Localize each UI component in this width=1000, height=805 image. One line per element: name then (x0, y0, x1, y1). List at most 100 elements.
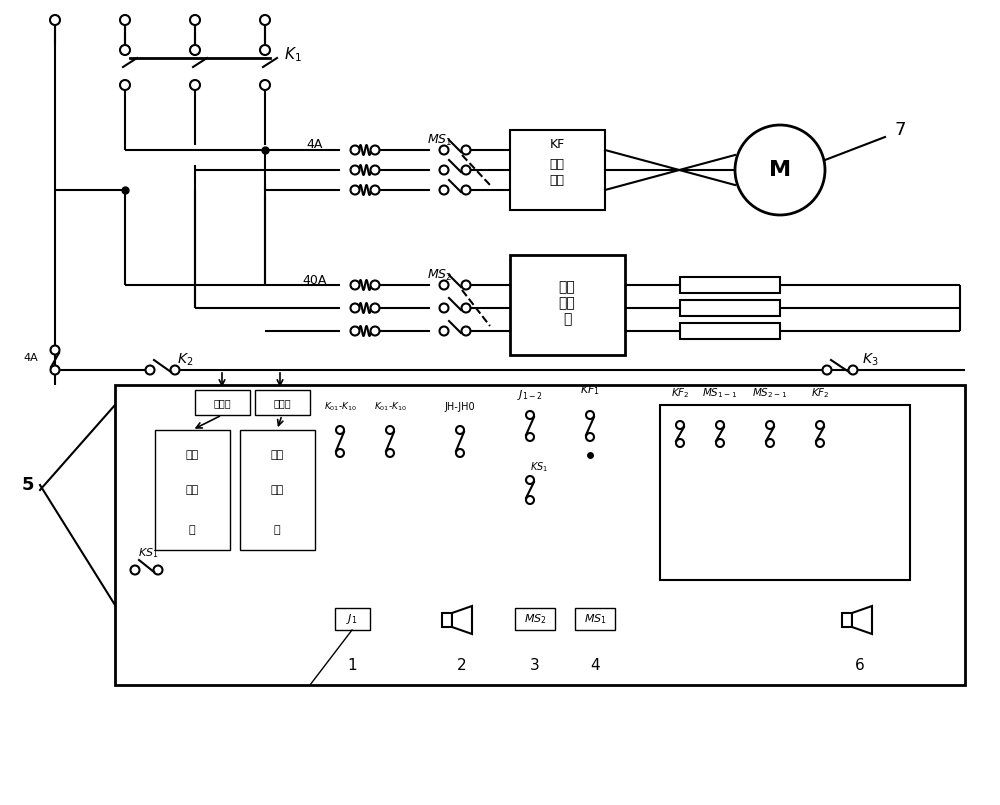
Circle shape (526, 476, 534, 484)
Text: M: M (769, 160, 791, 180)
Text: 3: 3 (530, 658, 540, 672)
Text: 温控: 温控 (185, 485, 199, 495)
Circle shape (336, 449, 344, 457)
Circle shape (336, 426, 344, 434)
Circle shape (766, 439, 774, 447)
Bar (660, 405, 910, 580)
Polygon shape (852, 606, 872, 634)
Circle shape (440, 327, 448, 336)
Circle shape (766, 421, 774, 429)
Circle shape (440, 146, 448, 155)
Text: $K_2$: $K_2$ (177, 352, 193, 368)
Text: $MS_1$: $MS_1$ (584, 612, 606, 626)
Text: 2: 2 (457, 658, 467, 672)
Circle shape (848, 365, 858, 374)
Text: 记录: 记录 (270, 485, 284, 495)
Text: $MS_1$: $MS_1$ (427, 133, 453, 147)
Circle shape (676, 421, 684, 429)
Bar (155, 430, 230, 550)
Bar (255, 390, 310, 415)
Circle shape (50, 15, 60, 25)
Circle shape (526, 496, 534, 504)
Circle shape (462, 280, 471, 290)
Circle shape (462, 166, 471, 175)
Text: 7: 7 (894, 121, 906, 139)
Text: 4: 4 (590, 658, 600, 672)
Bar (442, 613, 452, 627)
Circle shape (130, 565, 140, 575)
Circle shape (816, 439, 824, 447)
Circle shape (154, 565, 162, 575)
Circle shape (735, 125, 825, 215)
Text: 4A: 4A (23, 353, 38, 363)
Text: 40A: 40A (303, 274, 327, 287)
Text: $MS_{1-1}$: $MS_{1-1}$ (702, 386, 738, 400)
Bar (515, 608, 555, 630)
Text: $KF_2$: $KF_2$ (671, 386, 689, 400)
Circle shape (440, 303, 448, 312)
Text: 智能: 智能 (185, 450, 199, 460)
Text: 传感器: 传感器 (273, 398, 291, 408)
Circle shape (146, 365, 154, 374)
Circle shape (190, 80, 200, 90)
Circle shape (351, 280, 360, 290)
Bar (335, 608, 370, 630)
Circle shape (120, 45, 130, 55)
Text: $J_1$: $J_1$ (346, 612, 358, 626)
Text: $KF_2$: $KF_2$ (811, 386, 829, 400)
Circle shape (351, 303, 360, 312)
Circle shape (370, 166, 380, 175)
Text: 6: 6 (855, 658, 865, 672)
Text: JH-JH0: JH-JH0 (445, 402, 475, 412)
Bar (510, 255, 625, 355)
Circle shape (260, 15, 270, 25)
Text: $K_{01}$-$K_{10}$: $K_{01}$-$K_{10}$ (374, 401, 406, 413)
Circle shape (816, 421, 824, 429)
Text: 电器: 电器 (550, 174, 564, 187)
Circle shape (50, 345, 60, 354)
Circle shape (370, 146, 380, 155)
Bar (195, 390, 250, 415)
Circle shape (370, 185, 380, 195)
Circle shape (50, 365, 60, 374)
Circle shape (120, 15, 130, 25)
Circle shape (351, 166, 360, 175)
Text: $K_3$: $K_3$ (862, 352, 878, 368)
Bar (240, 430, 315, 550)
Circle shape (351, 146, 360, 155)
Circle shape (370, 303, 380, 312)
Bar (510, 130, 605, 210)
Circle shape (456, 449, 464, 457)
Text: 继电: 继电 (559, 296, 575, 310)
Bar (575, 608, 615, 630)
Text: $K_{01}$-$K_{10}$: $K_{01}$-$K_{10}$ (324, 401, 356, 413)
Circle shape (170, 365, 180, 374)
Circle shape (716, 439, 724, 447)
Text: 器: 器 (563, 312, 571, 326)
Polygon shape (452, 606, 472, 634)
Circle shape (351, 185, 360, 195)
Circle shape (370, 327, 380, 336)
Text: 5: 5 (22, 476, 34, 494)
Circle shape (440, 185, 448, 195)
Text: $MS_2$: $MS_2$ (524, 612, 546, 626)
Text: 热继: 热继 (550, 159, 564, 171)
Text: $K_1$: $K_1$ (284, 46, 302, 64)
Circle shape (526, 433, 534, 441)
Circle shape (462, 303, 471, 312)
Circle shape (351, 327, 360, 336)
Circle shape (120, 80, 130, 90)
Text: $KS_1$: $KS_1$ (138, 546, 158, 560)
Circle shape (190, 15, 200, 25)
Circle shape (386, 449, 394, 457)
Circle shape (586, 433, 594, 441)
Circle shape (586, 411, 594, 419)
Circle shape (370, 280, 380, 290)
Circle shape (462, 327, 471, 336)
Text: KF: KF (549, 138, 565, 151)
Circle shape (260, 45, 270, 55)
Circle shape (386, 426, 394, 434)
Text: 传感器: 传感器 (213, 398, 231, 408)
Circle shape (260, 80, 270, 90)
Circle shape (526, 411, 534, 419)
